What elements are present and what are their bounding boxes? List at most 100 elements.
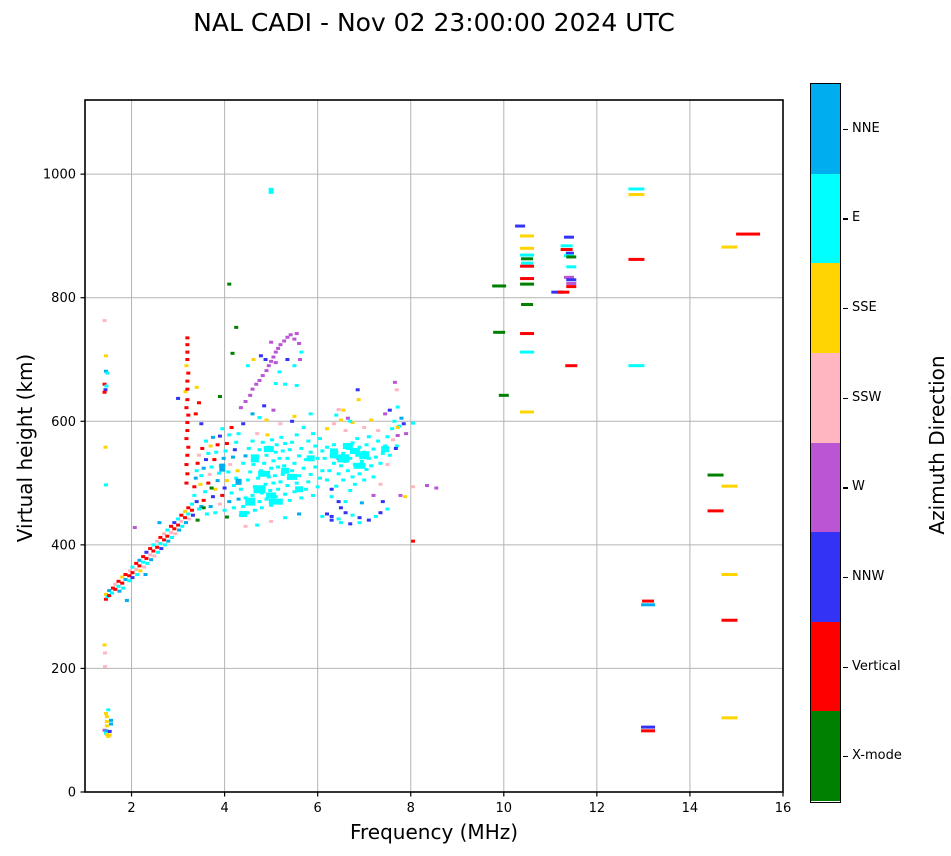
data-point-Vertical (520, 277, 535, 281)
data-point-NNW (566, 278, 577, 282)
data-point-NNE (109, 718, 114, 722)
data-point-E (350, 475, 355, 479)
data-point-NNE (166, 539, 171, 543)
data-point-SSW (243, 524, 248, 528)
data-point-E (283, 382, 288, 386)
data-point-NNW (357, 516, 362, 520)
data-point-NNE (208, 505, 213, 509)
data-point-E (258, 469, 263, 473)
data-point-E (311, 432, 316, 436)
data-point-E (297, 454, 302, 458)
data-point-X-mode (521, 257, 534, 261)
data-point-E (245, 497, 256, 506)
data-point-Vertical (155, 545, 160, 549)
data-point-SSW (376, 429, 381, 433)
data-point-E (277, 370, 282, 374)
data-point-E (292, 461, 297, 465)
data-point-E (350, 513, 355, 517)
data-point-E (269, 466, 274, 470)
data-point-SSW (255, 432, 260, 436)
data-point-E (104, 384, 109, 388)
data-point-SSW (336, 408, 341, 412)
data-point-NNW (290, 419, 295, 423)
data-point-NNW (515, 224, 526, 228)
data-point-W (294, 332, 299, 336)
data-point-E (308, 472, 313, 476)
data-point-E (272, 474, 277, 478)
data-point-NNW (329, 514, 334, 518)
data-point-E (266, 492, 277, 499)
data-point-SSE (103, 592, 108, 596)
data-point-SSE (356, 398, 361, 402)
data-point-SSW (169, 531, 174, 534)
data-point-E (241, 461, 246, 465)
data-point-NNE (104, 729, 109, 733)
data-point-SSW (278, 422, 283, 426)
data-point-E (308, 412, 313, 416)
data-point-W (238, 406, 243, 410)
data-point-W (566, 282, 577, 286)
data-point-E (280, 449, 285, 453)
y-tick-label: 800 (51, 291, 76, 306)
data-point-E (394, 444, 399, 448)
data-point-Vertical (172, 527, 177, 531)
data-point-SSE (102, 643, 107, 647)
data-point-SSE (350, 421, 355, 425)
data-point-E (241, 505, 246, 509)
data-point-E (287, 498, 292, 502)
colorbar-segment-Vertical (811, 621, 840, 712)
y-axis-label: Virtual height (km) (13, 353, 37, 543)
colorbar-tick-label-NNW: NNW (852, 568, 885, 584)
data-point-W (404, 432, 409, 436)
data-point-E (245, 511, 250, 515)
data-point-Vertical (641, 729, 656, 733)
data-point-E (281, 467, 290, 474)
data-point-W (260, 374, 265, 378)
data-point-NNW (107, 729, 112, 733)
data-point-E (343, 500, 348, 504)
data-point-SSE (324, 427, 329, 431)
data-point-E (283, 492, 288, 496)
data-point-Vertical (520, 332, 535, 336)
data-point-NNW (380, 500, 385, 504)
data-point-Vertical (185, 358, 190, 361)
data-point-E (257, 416, 262, 420)
data-point-W (288, 333, 293, 337)
data-point-Vertical (169, 524, 174, 528)
data-point-NNW (203, 458, 208, 462)
data-point-E (311, 493, 316, 497)
data-point-W (425, 484, 430, 488)
data-point-SSE (224, 479, 229, 483)
data-point-NNE (236, 497, 241, 501)
data-point-NNE (201, 466, 206, 470)
colorbar-tick (843, 487, 848, 489)
data-point-E (306, 455, 315, 462)
data-point-SSW (102, 319, 107, 323)
data-point-SSE (104, 720, 109, 724)
data-point-E (130, 565, 135, 569)
data-point-NNE (227, 500, 232, 504)
data-point-Vertical (566, 285, 577, 289)
data-point-NNE (176, 528, 181, 532)
data-point-E (203, 490, 208, 494)
data-point-E (292, 490, 297, 494)
data-point-NNW (551, 290, 564, 294)
data-point-NNE (149, 558, 154, 562)
data-point-E (276, 487, 281, 491)
data-point-E (304, 487, 309, 491)
data-point-E (373, 514, 378, 518)
data-point-E (121, 586, 126, 590)
data-point-E (213, 511, 218, 515)
data-point-NNW (366, 518, 371, 522)
data-point-SSW (103, 665, 108, 669)
data-point-SSE (213, 487, 218, 491)
data-point-SSW (331, 422, 336, 426)
data-point-E (329, 495, 334, 499)
data-point-E (231, 506, 236, 510)
data-point-NNE (235, 478, 242, 485)
data-point-X-mode (707, 473, 724, 477)
data-point-E (236, 432, 241, 436)
data-point-Vertical (197, 401, 202, 405)
data-point-SSW (217, 502, 222, 506)
data-point-W (264, 369, 269, 373)
